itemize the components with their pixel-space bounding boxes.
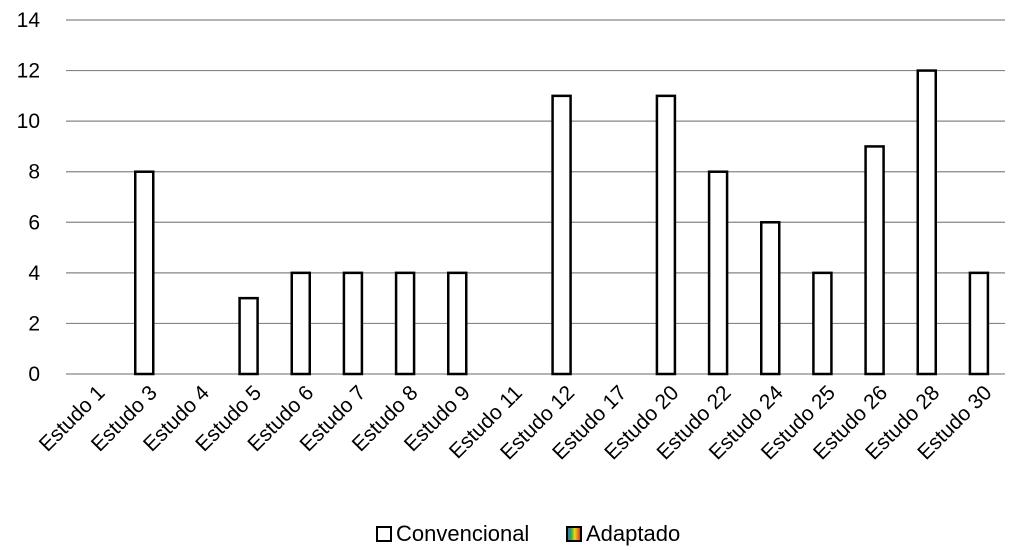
legend: Convencional Adaptado [376, 521, 680, 546]
legend-swatch-adaptado [566, 526, 582, 542]
bar-convencional [342, 271, 364, 376]
y-tick-label: 4 [28, 262, 40, 285]
bar-convencional [812, 271, 833, 376]
bar-convencional [551, 94, 572, 376]
y-tick-label: 6 [28, 211, 40, 234]
y-tick-label: 12 [17, 60, 40, 83]
bar-convencional [916, 69, 937, 376]
y-tick-label: 14 [17, 9, 41, 32]
bar-convencional [290, 271, 311, 376]
bar-convencional [864, 145, 885, 376]
bar-convencional [655, 94, 677, 376]
legend-swatch-convencional [376, 526, 392, 542]
y-axis-ticks: 0 2 4 6 8 10 12 14 [17, 9, 41, 386]
bar-convencional [968, 271, 990, 376]
bar-convencional [134, 170, 155, 376]
bar-convencional [707, 170, 729, 376]
gridlines [66, 19, 1005, 375]
bar-convencional [447, 271, 468, 376]
bar-convencional [238, 296, 259, 376]
y-tick-label: 2 [28, 312, 40, 335]
y-tick-label: 0 [28, 363, 40, 386]
bar-convencional [760, 221, 781, 376]
legend-label-adaptado: Adaptado [586, 521, 680, 546]
bars [134, 69, 990, 376]
y-tick-label: 10 [17, 110, 40, 133]
y-tick-label: 8 [28, 161, 40, 184]
bar-convencional [394, 271, 416, 376]
legend-label-convencional: Convencional [396, 521, 529, 546]
